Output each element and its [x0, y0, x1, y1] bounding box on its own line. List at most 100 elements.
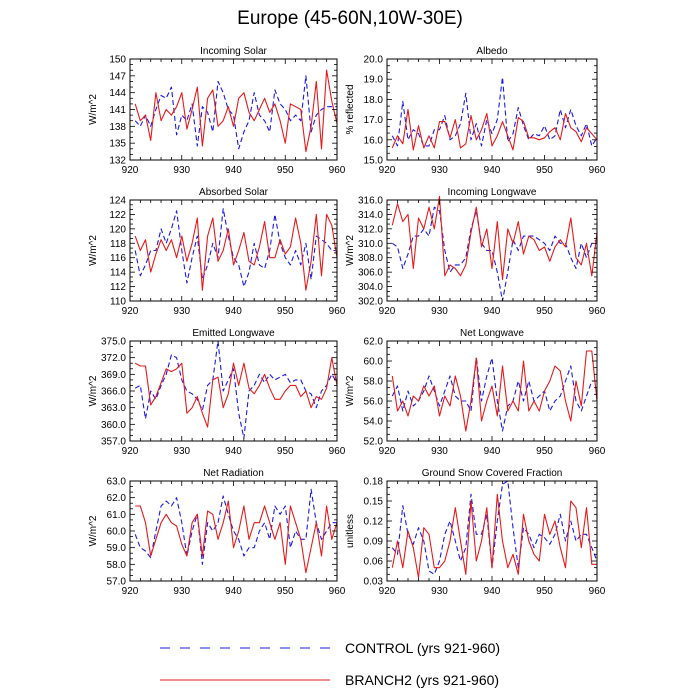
y-tick-label: 124 — [109, 196, 126, 207]
x-tick-label: 950 — [277, 446, 294, 457]
y-tick-label: 357.0 — [101, 437, 126, 448]
plots-group: Incoming Solar W/m^2 920 930 940 950 960 132 135… — [88, 46, 606, 597]
chart-title: Absorbed Solar — [199, 187, 269, 198]
plot-frame — [129, 58, 338, 161]
y-axis-label: W/m^2 — [88, 515, 99, 546]
branch-series-line — [391, 493, 597, 579]
x-tick-label: 960 — [589, 165, 606, 176]
x-tick-label: 950 — [277, 165, 294, 176]
x-tick-label: 920 — [122, 446, 139, 457]
x-tick-label: 940 — [225, 306, 242, 317]
chart-title: Incoming Solar — [200, 46, 267, 57]
control-series-line — [134, 340, 338, 439]
chart-title: Emitted Longwave — [192, 328, 275, 339]
y-tick-label: 20.0 — [364, 55, 384, 66]
y-axis-label: W/m^2 — [88, 235, 99, 266]
y-axis-label: W/m^2 — [345, 375, 356, 406]
y-tick-label: 375.0 — [101, 337, 126, 348]
branch-series-line — [391, 195, 598, 280]
y-tick-label: 62.0 — [107, 493, 127, 504]
x-tick-label: 920 — [379, 165, 396, 176]
y-tick-label: 141 — [109, 105, 126, 116]
y-tick-label: 135 — [109, 139, 126, 150]
x-tick-label: 950 — [277, 586, 294, 597]
y-tick-label: 360.0 — [101, 420, 126, 431]
x-tick-label: 960 — [589, 586, 606, 597]
y-tick-label: 0.09 — [364, 537, 384, 548]
plot-frame — [386, 199, 598, 302]
y-tick-label: 63.0 — [107, 477, 127, 488]
x-tick-label: 950 — [277, 306, 294, 317]
branch-series-line — [134, 357, 338, 428]
y-tick-label: 58.0 — [107, 560, 127, 571]
y-tick-label: 61.0 — [107, 510, 127, 521]
x-tick-label: 950 — [536, 165, 553, 176]
x-tick-label: 940 — [484, 586, 501, 597]
y-tick-label: 369.0 — [101, 370, 126, 381]
x-tick-label: 930 — [173, 586, 190, 597]
x-tick-label: 940 — [484, 446, 501, 457]
y-tick-label: 59.0 — [107, 543, 127, 554]
chart-panel-6: Net Radiation W/m^2 920 930 940 950 960 57.0 58.… — [88, 468, 346, 597]
y-tick-label: 114 — [110, 268, 126, 279]
y-tick-label: 372.0 — [101, 353, 126, 364]
y-tick-label: 144 — [109, 88, 126, 99]
y-axis-label: unitless — [345, 514, 356, 548]
x-tick-label: 930 — [431, 446, 448, 457]
y-tick-label: 138 — [109, 122, 126, 133]
y-tick-label: 304.0 — [358, 282, 383, 293]
y-tick-label: 150 — [109, 55, 126, 66]
chart-panel-0: Incoming Solar W/m^2 920 930 940 950 960 132 135… — [88, 46, 346, 176]
branch-series-line — [391, 108, 598, 151]
y-tick-label: 363.0 — [101, 403, 126, 414]
x-tick-label: 960 — [329, 446, 346, 457]
control-series-line — [391, 206, 598, 302]
y-tick-label: 118 — [110, 239, 126, 250]
y-tick-label: 0.15 — [364, 497, 384, 508]
y-tick-label: 0.03 — [364, 577, 384, 588]
y-tick-label: 58.0 — [364, 377, 384, 388]
control-series-line — [391, 76, 598, 147]
y-tick-label: 310.0 — [358, 239, 383, 250]
x-tick-label: 950 — [536, 586, 553, 597]
control-series-line — [391, 480, 598, 575]
y-axis-label: W/m^2 — [88, 94, 99, 125]
x-tick-label: 920 — [122, 306, 139, 317]
x-tick-label: 920 — [379, 446, 396, 457]
y-tick-label: 116 — [110, 253, 126, 264]
x-tick-label: 930 — [431, 586, 448, 597]
y-tick-label: 0.12 — [364, 517, 384, 528]
chart-panel-2: Absorbed Solar W/m^2 920 930 940 950 960 110 112… — [88, 187, 346, 317]
control-series-line — [134, 208, 337, 288]
y-tick-label: 112 — [110, 282, 126, 293]
y-tick-label: 60.0 — [107, 527, 127, 538]
x-tick-label: 940 — [484, 306, 501, 317]
x-tick-label: 940 — [225, 165, 242, 176]
branch-series-line — [134, 69, 338, 153]
y-tick-label: 110 — [110, 297, 126, 308]
y-tick-label: 366.0 — [101, 387, 126, 398]
chart-title: Net Longwave — [460, 328, 524, 339]
x-tick-label: 940 — [225, 446, 242, 457]
chart-title: Net Radiation — [203, 468, 264, 479]
y-tick-label: 132 — [109, 156, 126, 167]
chart-panel-1: Albedo % reflected 920 930 940 950 960 15.0 16.0… — [345, 46, 606, 176]
y-tick-label: 54.0 — [364, 417, 384, 428]
chart-title: Albedo — [476, 46, 508, 57]
y-tick-label: 19.0 — [364, 75, 384, 86]
control-series-line — [391, 356, 597, 432]
y-tick-label: 60.0 — [364, 357, 384, 368]
x-tick-label: 960 — [329, 586, 346, 597]
x-tick-label: 930 — [173, 165, 190, 176]
x-tick-label: 940 — [225, 586, 242, 597]
legend: CONTROL (yrs 921-960) BRANCH2 (yrs 921-9… — [160, 640, 500, 688]
chart-panel-4: Emitted Longwave W/m^2 920 930 940 950 960 357.… — [88, 328, 346, 457]
y-tick-label: 17.0 — [364, 115, 384, 126]
y-tick-label: 314.0 — [358, 210, 383, 221]
y-tick-label: 16.0 — [364, 135, 384, 146]
x-tick-label: 930 — [173, 306, 190, 317]
y-axis-label: W/m^2 — [345, 235, 356, 266]
y-tick-label: 62.0 — [364, 337, 384, 348]
y-axis-label: W/m^2 — [88, 375, 99, 406]
